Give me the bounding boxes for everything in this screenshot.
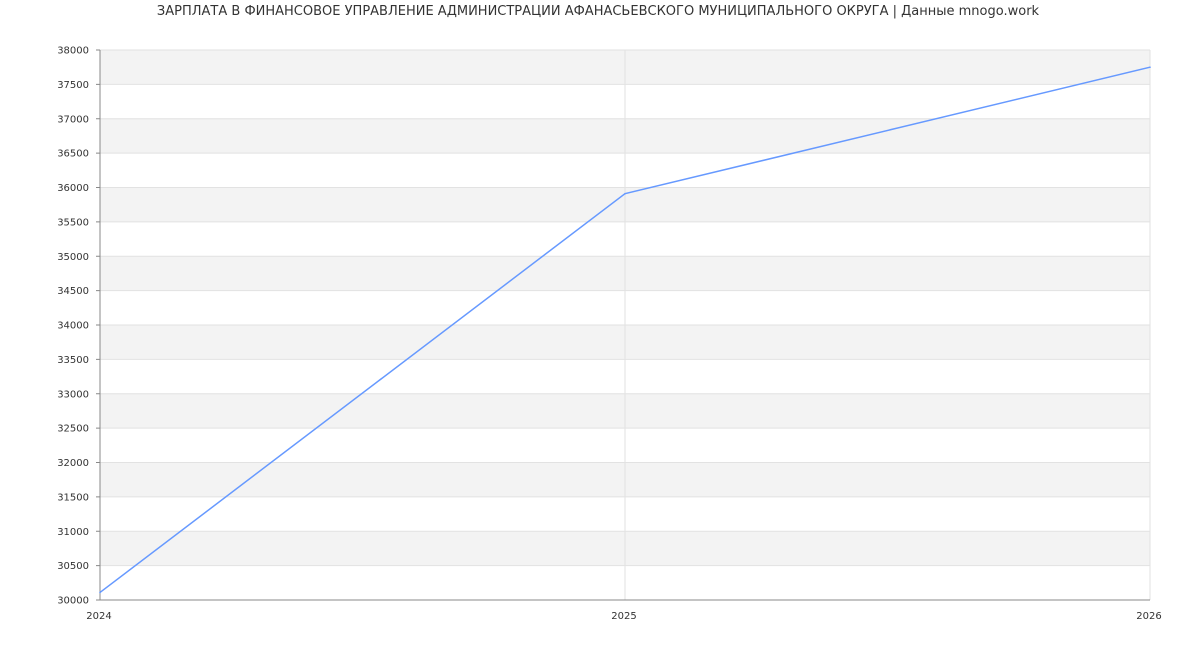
x-tick-label: 2026	[1136, 611, 1161, 622]
y-tick-label: 32000	[57, 458, 89, 469]
y-tick-label: 31000	[57, 527, 89, 538]
y-tick-label: 32500	[57, 424, 89, 435]
data-point	[99, 591, 101, 594]
y-tick-label: 35500	[57, 217, 89, 228]
y-tick-label: 37500	[57, 80, 89, 91]
y-tick-label: 30500	[57, 561, 89, 572]
y-tick-label: 37000	[57, 114, 89, 125]
y-tick-label: 31500	[57, 492, 89, 503]
data-point	[1149, 66, 1151, 68]
y-tick-label: 30000	[57, 596, 89, 607]
data-point	[624, 192, 626, 195]
y-tick-label: 33500	[57, 355, 89, 366]
chart-title: ЗАРПЛАТА В ФИНАНСОВОЕ УПРАВЛЕНИЕ АДМИНИС…	[156, 4, 1040, 19]
y-tick-label: 36000	[57, 183, 89, 194]
y-tick-label: 36500	[57, 149, 89, 160]
y-tick-label: 33000	[57, 389, 89, 400]
y-tick-label: 38000	[57, 46, 89, 57]
x-tick-label: 2024	[86, 611, 111, 622]
y-tick-label: 35000	[57, 252, 89, 263]
x-tick-label: 2025	[611, 611, 636, 622]
y-tick-label: 34000	[57, 321, 89, 332]
y-tick-label: 34500	[57, 286, 89, 297]
